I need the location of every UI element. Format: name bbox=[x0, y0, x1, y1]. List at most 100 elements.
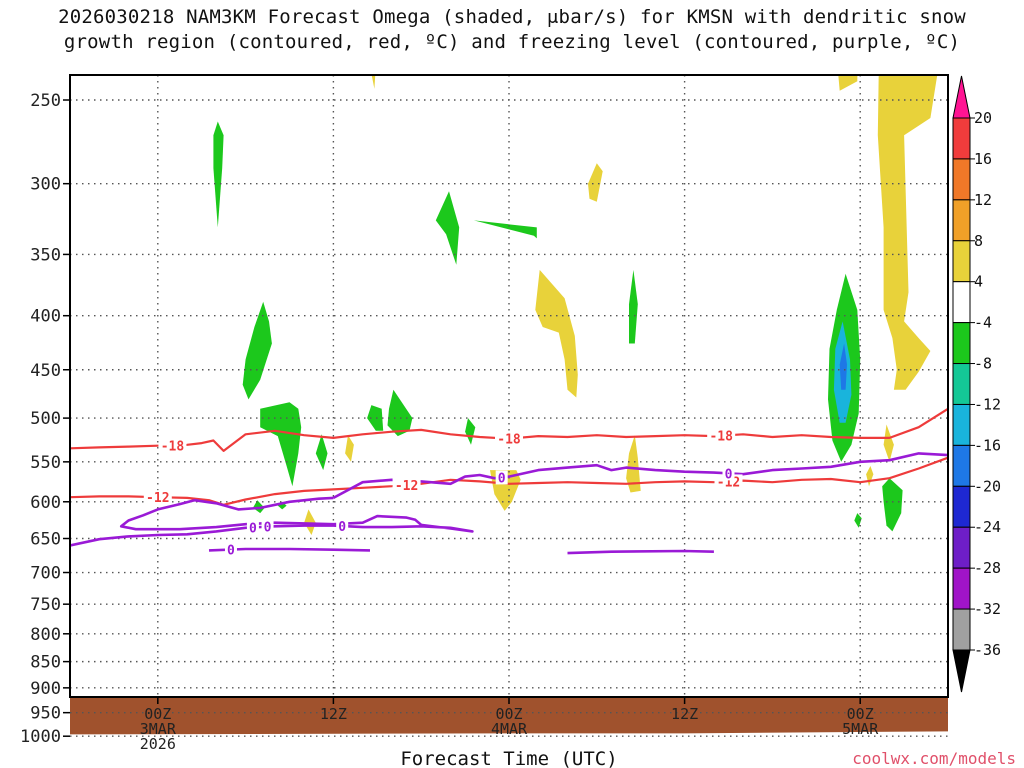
contour-label: -18 bbox=[709, 430, 733, 445]
axes-layer: 250 300 350 400 450 500 550 600 650 700 750 800 850 9… bbox=[20, 91, 879, 753]
y-tick-label: 300 bbox=[30, 175, 61, 195]
x-tick-label: 5MAR bbox=[842, 720, 879, 738]
y-tick-label: 550 bbox=[30, 453, 61, 473]
y-tick-label: 950 bbox=[30, 704, 61, 724]
colorbar-segment bbox=[952, 199, 971, 242]
colorbar-segment bbox=[952, 444, 971, 487]
omega-region bbox=[242, 301, 272, 400]
colorbar-segment bbox=[952, 240, 971, 283]
x-tick-label: 00Z bbox=[495, 705, 522, 723]
x-tick-label: 00Z bbox=[144, 705, 171, 723]
y-tick-label: 450 bbox=[30, 361, 61, 381]
chart-title-line-1: 2026030218 NAM3KM Forecast Omega (shaded… bbox=[58, 6, 966, 28]
x-tick-label: 2026 bbox=[140, 735, 176, 753]
colorbar-label: 20 bbox=[974, 109, 992, 127]
omega-region bbox=[473, 220, 537, 239]
contour-label: 0 bbox=[338, 520, 346, 535]
x-axis-title: Forecast Time (UTC) bbox=[400, 748, 617, 768]
gridlines-layer bbox=[70, 75, 948, 737]
colorbar-label: -32 bbox=[974, 600, 1001, 618]
omega-region bbox=[260, 402, 302, 487]
omega-region bbox=[371, 75, 376, 89]
contour-label-bg bbox=[261, 519, 274, 534]
colorbar-segment bbox=[952, 117, 971, 160]
contour-labels-layer: -18 -18 -18-12-12 -120 00 0 00 bbox=[143, 428, 743, 559]
omega-region bbox=[535, 269, 578, 398]
colorbar-segment bbox=[952, 608, 971, 651]
contour-label-bg bbox=[246, 520, 259, 535]
y-tick-label: 500 bbox=[30, 409, 61, 429]
omega-region bbox=[854, 513, 862, 528]
contour-label-bg bbox=[707, 428, 736, 443]
y-tick-label: 900 bbox=[30, 679, 61, 699]
x-tick-label: 12Z bbox=[320, 705, 347, 723]
omega-region bbox=[345, 435, 354, 462]
colorbar-label: 12 bbox=[974, 191, 992, 209]
omega-region bbox=[877, 75, 938, 390]
y-tick-label: 800 bbox=[30, 625, 61, 645]
contour-label: -12 bbox=[146, 491, 169, 506]
y-tick-label: 850 bbox=[30, 653, 61, 673]
omega-region bbox=[435, 191, 460, 265]
contour-label: 0 bbox=[249, 521, 257, 536]
y-tick-label: 650 bbox=[30, 530, 61, 550]
contour-label: 0 bbox=[227, 544, 235, 559]
x-tick-label: 3MAR bbox=[140, 720, 177, 738]
omega-region bbox=[315, 434, 328, 471]
omega-region bbox=[588, 163, 603, 202]
contour-label: -18 bbox=[161, 439, 185, 454]
x-tick-label: 00Z bbox=[847, 705, 874, 723]
omega-region bbox=[866, 466, 874, 487]
contour-label: 0 bbox=[725, 467, 733, 482]
terrain-layer bbox=[70, 697, 948, 735]
y-tick-label: 400 bbox=[30, 307, 61, 327]
chart-title-line-2: growth region (contoured, red, ºC) and f… bbox=[63, 31, 961, 53]
colorbar-label: -28 bbox=[974, 559, 1001, 577]
colorbar-segment bbox=[952, 567, 971, 610]
colorbar-label: 16 bbox=[974, 150, 992, 168]
colorbar-label: -20 bbox=[974, 477, 1001, 495]
contour-line bbox=[332, 452, 948, 500]
colorbar-segment bbox=[952, 363, 971, 405]
credit-link[interactable]: coolwx.com/models bbox=[852, 749, 1016, 768]
omega-region bbox=[883, 424, 894, 462]
omega-shading-layer bbox=[213, 75, 938, 535]
contour-label: 0 bbox=[264, 521, 272, 536]
colorbar: 20 16 12 8 4 -4 -8 -12 -16 -20 -24 -28 -32 -36 bbox=[952, 75, 1001, 693]
colorbar-segment bbox=[952, 158, 971, 201]
colorbar-label: 4 bbox=[974, 273, 983, 291]
omega-region bbox=[629, 269, 638, 344]
contour-line bbox=[70, 496, 474, 547]
contour-label-bg bbox=[392, 478, 421, 493]
omega-region bbox=[838, 75, 858, 91]
omega-region bbox=[387, 389, 413, 437]
colorbar-bottom-triangle bbox=[952, 649, 971, 693]
x-tick-label: 12Z bbox=[671, 705, 698, 723]
contour-label: -12 bbox=[395, 479, 418, 494]
contour-label: -18 bbox=[497, 433, 521, 448]
colorbar-label: -24 bbox=[974, 518, 1001, 536]
omega-region bbox=[367, 405, 384, 431]
colorbar-label: -12 bbox=[974, 395, 1001, 413]
contour-line bbox=[567, 549, 714, 555]
contour-label-bg bbox=[722, 466, 735, 481]
y-tick-label: 600 bbox=[30, 493, 61, 513]
colorbar-segment bbox=[952, 526, 971, 569]
omega-region bbox=[882, 478, 903, 532]
terrain-band bbox=[70, 697, 948, 735]
y-tick-label: 250 bbox=[30, 91, 61, 111]
y-tick-label: 350 bbox=[30, 245, 61, 265]
omega-region bbox=[465, 418, 476, 445]
contour-label-bg bbox=[495, 470, 508, 485]
y-tick-label: 700 bbox=[30, 564, 61, 584]
contour-label: 0 bbox=[498, 471, 506, 486]
contour-label-bg bbox=[224, 542, 237, 557]
omega-region bbox=[304, 509, 316, 535]
colorbar-segment bbox=[952, 322, 971, 365]
colorbar-label: 8 bbox=[974, 232, 983, 250]
contour-line bbox=[70, 407, 948, 452]
omega-region bbox=[626, 435, 641, 493]
omega-region bbox=[213, 121, 224, 228]
contour-label-bg bbox=[143, 490, 172, 505]
